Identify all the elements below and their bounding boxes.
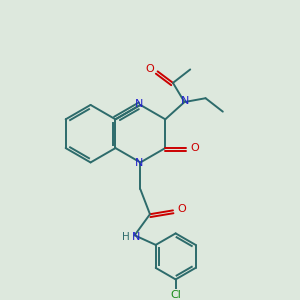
Text: O: O xyxy=(146,64,154,74)
Text: O: O xyxy=(177,204,186,214)
Text: N: N xyxy=(135,158,144,168)
Text: O: O xyxy=(190,143,200,153)
Text: Cl: Cl xyxy=(170,290,181,300)
Text: N: N xyxy=(135,99,144,109)
Text: H: H xyxy=(122,232,130,242)
Text: N: N xyxy=(132,232,141,242)
Text: N: N xyxy=(181,96,190,106)
